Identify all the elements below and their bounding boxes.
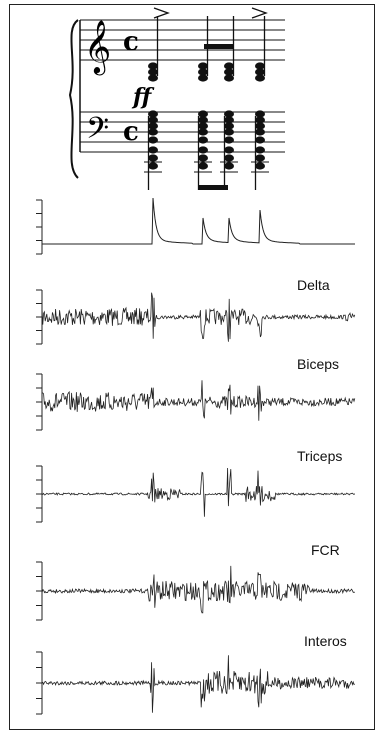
triceps-emg-trace (36, 465, 356, 523)
notehead (255, 68, 265, 76)
notehead (224, 110, 234, 118)
notehead (224, 162, 234, 170)
notehead (198, 128, 208, 136)
figure-frame (9, 4, 375, 730)
notehead (148, 74, 158, 82)
notehead (198, 162, 208, 170)
notehead (198, 68, 208, 76)
staff-brace (68, 19, 79, 179)
trace-label-delta: Delta (297, 277, 330, 293)
notehead (224, 122, 234, 130)
notehead (255, 110, 265, 118)
notehead (255, 74, 265, 82)
notehead (148, 122, 158, 130)
interos-emg-trace (36, 651, 356, 715)
trace-label-biceps: Biceps (297, 356, 340, 372)
accent-mark (251, 7, 268, 19)
treble-time-signature: c (123, 27, 139, 57)
notehead (255, 116, 265, 124)
chord-group (144, 16, 269, 190)
trace-label-triceps: Triceps (297, 448, 343, 464)
notehead (224, 154, 234, 162)
notehead (198, 62, 208, 70)
notehead (255, 128, 265, 136)
notehead (255, 162, 265, 170)
notehead (198, 154, 208, 162)
chord (220, 16, 238, 190)
fcr-emg-trace (36, 561, 355, 621)
bass-clef-icon: 𝄢 (86, 112, 109, 153)
chord (194, 16, 212, 190)
delta-emg-trace (36, 289, 356, 345)
notehead (198, 136, 208, 144)
bass-staff (80, 111, 285, 153)
biceps-emg-trace (36, 373, 356, 431)
notehead (224, 62, 234, 70)
chord (144, 16, 162, 190)
notehead (198, 116, 208, 124)
notehead (224, 128, 234, 136)
notehead (224, 68, 234, 76)
notehead (224, 116, 234, 124)
dynamic-marking: ff (131, 84, 155, 110)
notehead (255, 122, 265, 130)
musical-score: 𝄞 𝄢 c c ff (68, 7, 285, 190)
notehead (224, 136, 234, 144)
beam (199, 185, 228, 190)
notehead (148, 162, 158, 170)
notehead (224, 74, 234, 82)
notehead (255, 146, 265, 154)
notehead (148, 146, 158, 154)
trace-label-interos: Interos (304, 633, 347, 649)
notehead (148, 110, 158, 118)
treble-clef-icon: 𝄞 (84, 19, 111, 75)
notehead (148, 136, 158, 144)
bass-time-signature: c (123, 117, 139, 147)
notehead (148, 62, 158, 70)
trace-label-fcr: FCR (311, 542, 340, 558)
beam (204, 44, 233, 49)
notehead (198, 110, 208, 118)
force-trace (36, 197, 355, 255)
notehead (148, 68, 158, 76)
notehead (148, 116, 158, 124)
chord (251, 16, 269, 190)
treble-staff (80, 19, 285, 61)
notehead (148, 154, 158, 162)
accent-mark (153, 7, 170, 19)
notehead (255, 154, 265, 162)
notehead (255, 62, 265, 70)
notehead (198, 122, 208, 130)
notehead (224, 146, 234, 154)
notehead (198, 146, 208, 154)
notehead (148, 128, 158, 136)
notehead (198, 74, 208, 82)
notehead (255, 136, 265, 144)
